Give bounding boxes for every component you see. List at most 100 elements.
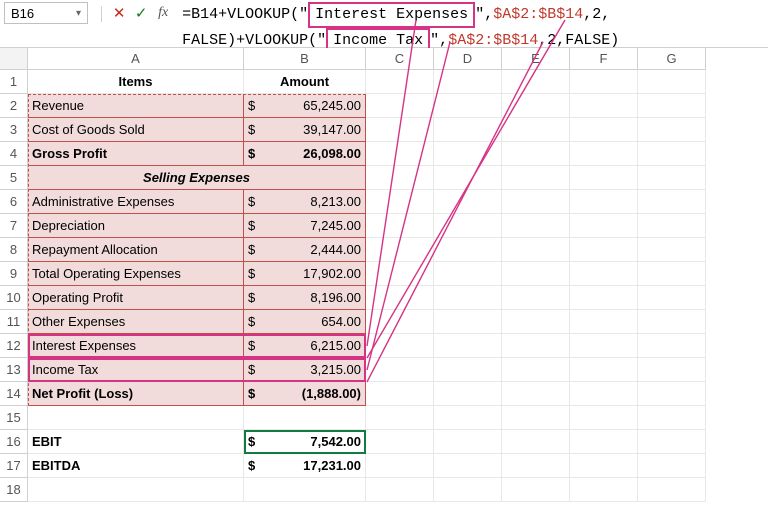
cell-amount[interactable]: $8,213.00 [244,190,366,214]
empty-cell[interactable] [638,166,706,190]
empty-cell[interactable] [502,118,570,142]
row-header[interactable]: 8 [0,238,28,262]
empty-cell[interactable] [638,358,706,382]
empty-cell[interactable] [570,478,638,502]
row-header[interactable]: 10 [0,286,28,310]
cell-label[interactable]: Repayment Allocation [28,238,244,262]
empty-cell[interactable] [434,142,502,166]
empty-cell[interactable] [366,358,434,382]
empty-cell[interactable] [502,70,570,94]
empty-cell[interactable] [570,382,638,406]
row-header[interactable]: 13 [0,358,28,382]
empty-cell[interactable] [638,142,706,166]
cell-label[interactable]: Interest Expenses [28,334,244,358]
empty-cell[interactable] [434,166,502,190]
fx-icon[interactable]: fx [154,4,172,22]
empty-cell[interactable] [502,406,570,430]
cell-label[interactable] [28,478,244,502]
cell-label[interactable]: Income Tax [28,358,244,382]
cell-amount[interactable]: $2,444.00 [244,238,366,262]
empty-cell[interactable] [434,262,502,286]
cell-amount[interactable]: $7,542.00 [244,430,366,454]
empty-cell[interactable] [570,94,638,118]
row-header[interactable]: 9 [0,262,28,286]
empty-cell[interactable] [366,454,434,478]
empty-cell[interactable] [570,214,638,238]
row-header[interactable]: 1 [0,70,28,94]
cell-amount[interactable]: $17,231.00 [244,454,366,478]
col-header-E[interactable]: E [502,48,570,70]
empty-cell[interactable] [434,190,502,214]
row-header[interactable]: 11 [0,310,28,334]
empty-cell[interactable] [502,310,570,334]
empty-cell[interactable] [638,454,706,478]
empty-cell[interactable] [366,286,434,310]
cell-amount[interactable]: $7,245.00 [244,214,366,238]
chevron-down-icon[interactable]: ▾ [76,8,81,19]
cell-label[interactable]: Total Operating Expenses [28,262,244,286]
empty-cell[interactable] [502,142,570,166]
cell-label[interactable]: EBITDA [28,454,244,478]
empty-cell[interactable] [434,454,502,478]
row-header[interactable]: 17 [0,454,28,478]
row-header[interactable]: 14 [0,382,28,406]
empty-cell[interactable] [366,382,434,406]
empty-cell[interactable] [502,478,570,502]
cell-amount[interactable]: $65,245.00 [244,94,366,118]
formula-input[interactable]: =B14+VLOOKUP("Interest Expenses",$A$2:$B… [178,2,764,54]
empty-cell[interactable] [366,406,434,430]
empty-cell[interactable] [366,262,434,286]
empty-cell[interactable] [570,310,638,334]
cancel-icon[interactable]: ✕ [110,4,128,22]
empty-cell[interactable] [502,190,570,214]
empty-cell[interactable] [570,142,638,166]
empty-cell[interactable] [638,238,706,262]
empty-cell[interactable] [434,358,502,382]
empty-cell[interactable] [366,190,434,214]
row-header[interactable]: 2 [0,94,28,118]
empty-cell[interactable] [366,478,434,502]
empty-cell[interactable] [570,286,638,310]
empty-cell[interactable] [638,262,706,286]
cell-label[interactable]: Depreciation [28,214,244,238]
cell-amount[interactable]: $26,098.00 [244,142,366,166]
empty-cell[interactable] [570,262,638,286]
empty-cell[interactable] [638,382,706,406]
empty-cell[interactable] [638,430,706,454]
empty-cell[interactable] [502,166,570,190]
row-header[interactable]: 5 [0,166,28,190]
row-header[interactable]: 7 [0,214,28,238]
empty-cell[interactable] [638,70,706,94]
cell-amount[interactable]: $17,902.00 [244,262,366,286]
cell-amount[interactable]: $654.00 [244,310,366,334]
col-header-G[interactable]: G [638,48,706,70]
row-header[interactable]: 4 [0,142,28,166]
col-header-D[interactable]: D [434,48,502,70]
cell-label[interactable]: Revenue [28,94,244,118]
row-header[interactable]: 6 [0,190,28,214]
select-all-corner[interactable] [0,48,28,70]
cell-amount[interactable]: $6,215.00 [244,334,366,358]
col-header-A[interactable]: A [28,48,244,70]
cell-amount[interactable]: $8,196.00 [244,286,366,310]
empty-cell[interactable] [434,70,502,94]
empty-cell[interactable] [434,286,502,310]
empty-cell[interactable] [434,430,502,454]
empty-cell[interactable] [366,94,434,118]
empty-cell[interactable] [570,430,638,454]
empty-cell[interactable] [502,430,570,454]
cell-label[interactable]: EBIT [28,430,244,454]
row-header[interactable]: 3 [0,118,28,142]
empty-cell[interactable] [570,166,638,190]
empty-cell[interactable] [638,286,706,310]
empty-cell[interactable] [366,310,434,334]
empty-cell[interactable] [502,334,570,358]
empty-cell[interactable] [434,238,502,262]
empty-cell[interactable] [570,454,638,478]
empty-cell[interactable] [570,406,638,430]
empty-cell[interactable] [434,478,502,502]
empty-cell[interactable] [502,358,570,382]
empty-cell[interactable] [434,406,502,430]
row-header[interactable]: 18 [0,478,28,502]
empty-cell[interactable] [638,214,706,238]
